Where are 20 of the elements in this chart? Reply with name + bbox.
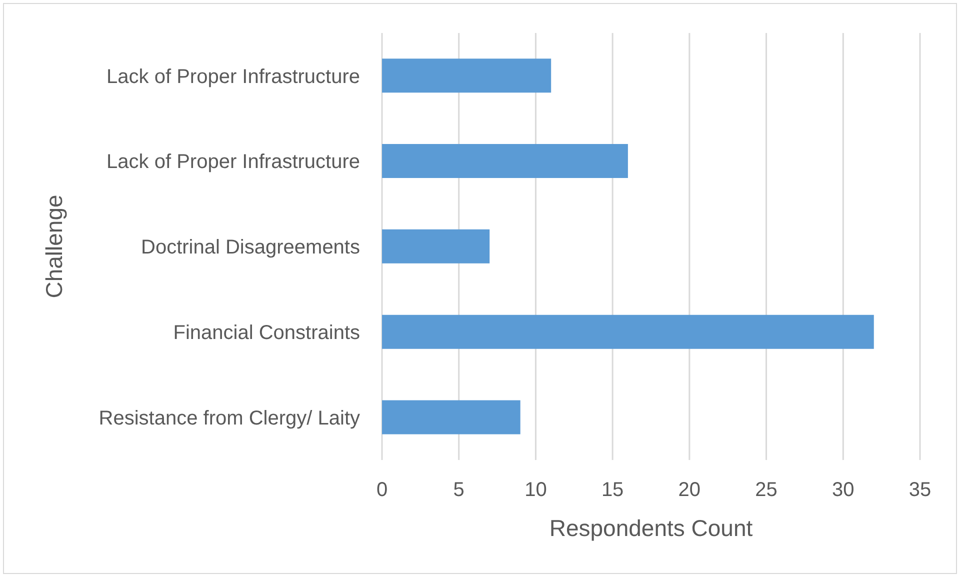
y-tick-label: Resistance from Clergy/ Laity [98,407,360,430]
y-tick-label: Lack of Proper Infrastructure [106,151,360,174]
x-tick-label: 35 [908,479,932,502]
bar [382,229,490,264]
x-tick-label: 0 [376,479,388,502]
x-tick-label: 30 [832,479,854,502]
x-tick-label: 15 [601,479,624,502]
x-tick-label: 25 [755,479,778,502]
x-tick-label: 20 [678,479,701,502]
bar [382,144,628,178]
y-tick-label: Doctrinal Disagreements [141,236,360,259]
x-tick-label: 5 [453,479,464,502]
bar [382,58,552,93]
bar [382,400,520,434]
x-tick-label: 10 [524,479,547,502]
y-tick-label: Financial Constraints [173,322,360,344]
y-tick-label: Lack of Proper Infrastructure [106,66,360,88]
bar [382,314,874,349]
y-axis-title: Challenge [41,194,68,298]
x-axis-title: Respondents Count [549,515,754,541]
